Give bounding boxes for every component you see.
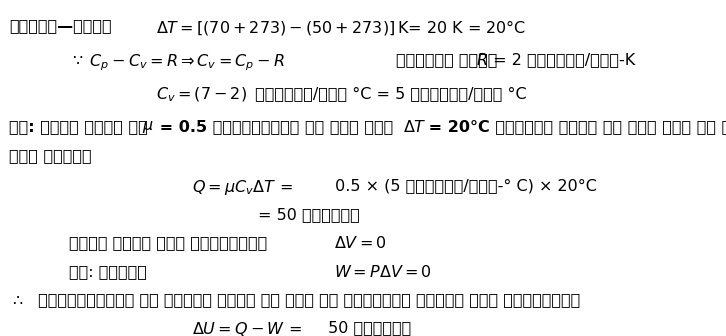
- Text: $R$: $R$: [476, 52, 487, 68]
- Text: $\Delta T = [(70 + 273) - (50 + 273)]\, $K= 20 K = 20°C: $\Delta T = [(70 + 273) - (50 + 273)]\, …: [156, 18, 526, 38]
- Text: = 2 कैलोरी/मोल-K: = 2 कैलोरी/मोल-K: [488, 52, 635, 67]
- Text: $\because\; C_p - C_v = R \Rightarrow C_v = C_p - R$: $\because\; C_p - C_v = R \Rightarrow C_…: [69, 52, 285, 73]
- Text: $\therefore$: $\therefore$: [9, 292, 24, 307]
- Text: ऊष्मागतिकी के प्रथम नियम से गैस की आन्तरिक ऊर्जा में परिवर्तन: ऊष्मागतिकी के प्रथम नियम से गैस की आन्तर…: [33, 292, 580, 307]
- Text: = 50 कैलोरी: = 50 कैलोरी: [258, 207, 359, 222]
- Text: कैलोरी/मोल °C = 5 कैलोरी/मोल °C: कैलोरी/मोल °C = 5 कैलोरी/मोल °C: [250, 86, 527, 101]
- Text: $\Delta U = Q - W\, =$: $\Delta U = Q - W\, =$: [192, 320, 302, 336]
- Text: गयी ऊष्मा: गयी ऊष्मा: [9, 148, 92, 163]
- Text: $\Delta V = 0$: $\Delta V = 0$: [334, 235, 386, 251]
- Text: $\mu$: $\mu$: [142, 119, 153, 135]
- Text: $Q = \mu C_v \Delta T\, =\;$: $Q = \mu C_v \Delta T\, =\;$: [192, 178, 293, 197]
- Text: $W = P\Delta V = 0$: $W = P\Delta V = 0$: [334, 264, 432, 280]
- Text: 0.5 × (5 कैलोरी/मोल-° C) × 20°C: 0.5 × (5 कैलोरी/मोल-° C) × 20°C: [330, 178, 597, 193]
- Text: अत: नियत आयतन पर: अत: नियत आयतन पर: [9, 119, 154, 134]
- Text: = 0.5 नाइट्रोजन के ताप में: = 0.5 नाइट्रोजन के ताप में: [154, 119, 399, 134]
- Text: $\Delta T$: $\Delta T$: [403, 119, 427, 135]
- Text: परन्तु यहाँ: परन्तु यहाँ: [396, 52, 502, 67]
- Text: 50 कैलोरी: 50 कैलोरी: [323, 320, 412, 335]
- Text: $C_v = (7 - 2)$: $C_v = (7 - 2)$: [156, 86, 247, 104]
- Text: अत: कार्य: अत: कार्य: [69, 264, 147, 279]
- Text: उत्तर—यहाँ: उत्तर—यहाँ: [9, 18, 112, 34]
- Text: यहाँ आयतन में परिवर्तन: यहाँ आयतन में परिवर्तन: [69, 235, 267, 250]
- Text: = 20°C वृद्धि करने के लिए गैस को दी: = 20°C वृद्धि करने के लिए गैस को दी: [423, 119, 726, 134]
